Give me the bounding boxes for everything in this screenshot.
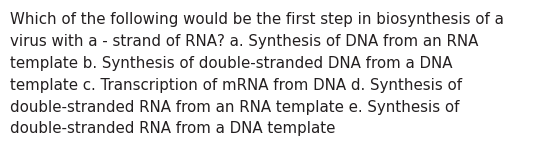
Text: Which of the following would be the first step in biosynthesis of a
virus with a: Which of the following would be the firs… bbox=[10, 12, 504, 136]
